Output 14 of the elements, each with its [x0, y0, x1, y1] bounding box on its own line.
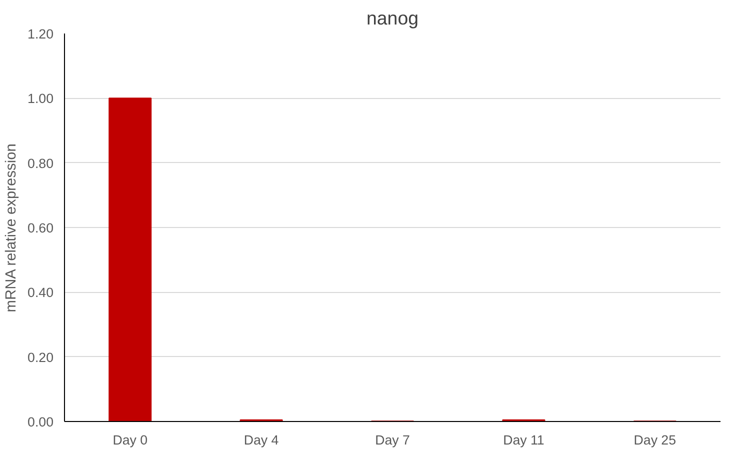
x-tick-label: Day 7	[375, 432, 410, 448]
y-tick-label: 1.00	[28, 91, 54, 106]
x-tick-label: Day 0	[112, 432, 148, 448]
y-tick-label: 1.20	[28, 26, 54, 42]
y-tick-label: 0.60	[28, 220, 54, 236]
x-tick-label: Day 4	[244, 432, 280, 448]
x-tick-label: Day 25	[634, 432, 676, 448]
y-tick-label: 0.20	[28, 350, 54, 365]
chart-title: nanog	[366, 8, 418, 28]
y-tick-label: 0.00	[28, 414, 54, 430]
y-tick-label: 0.40	[28, 285, 54, 300]
y-tick-label: 0.80	[28, 156, 54, 171]
x-tick-label: Day 11	[503, 432, 544, 448]
y-axis-title: mRNA relative expression	[4, 144, 20, 312]
